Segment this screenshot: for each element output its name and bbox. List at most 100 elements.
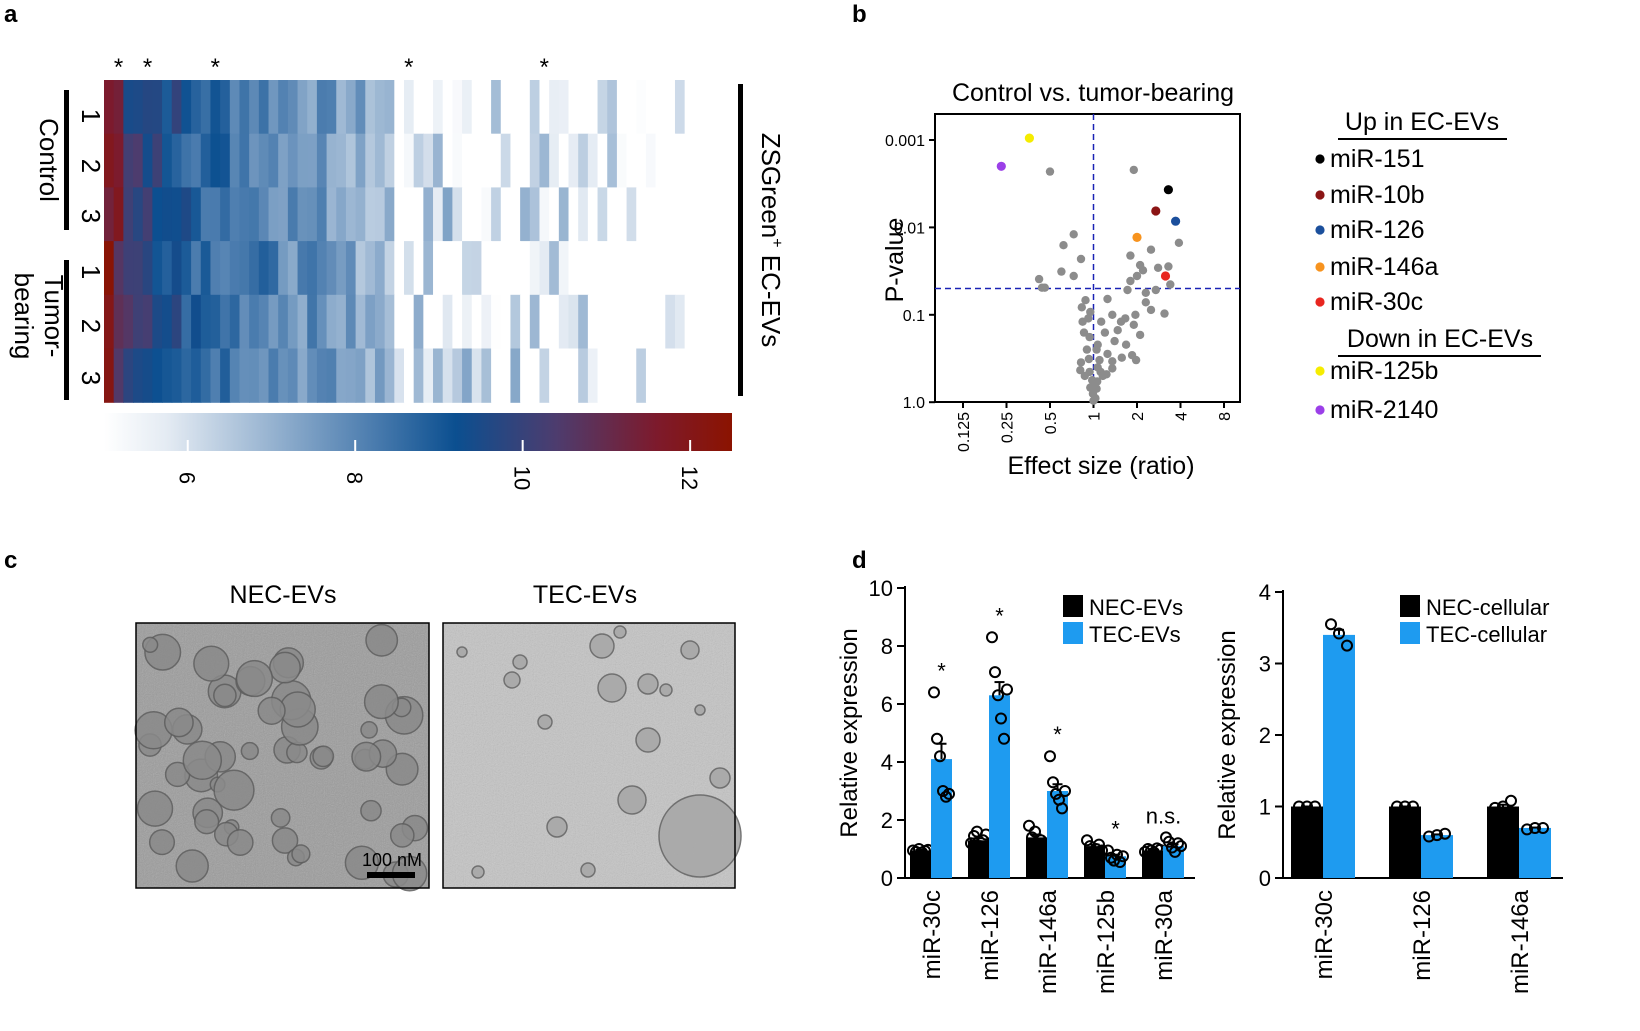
replicate-point xyxy=(1399,800,1411,813)
heatmap-cell xyxy=(142,80,153,135)
volcano-point-highlight xyxy=(1171,216,1181,226)
volcano-point xyxy=(1129,165,1139,175)
heatmap-cell xyxy=(558,133,570,188)
heatmap-cell xyxy=(442,294,453,350)
vesicle xyxy=(351,741,382,772)
group-label-tumor-line2: bearing xyxy=(9,273,39,360)
volcano-point xyxy=(1117,353,1127,362)
heatmap-cell xyxy=(220,294,231,350)
vesicle xyxy=(613,625,627,639)
volcano-point xyxy=(1080,371,1090,381)
heatmap-cell xyxy=(665,348,676,403)
heatmap-cell xyxy=(694,80,705,135)
heatmap-cell xyxy=(404,348,415,403)
heatmap-cell xyxy=(384,294,395,350)
panel-label-a: a xyxy=(4,1,18,28)
heatmap-cell xyxy=(520,187,531,242)
heatmap-cell xyxy=(626,241,637,296)
heatmap-cell xyxy=(433,187,444,242)
heatmap-cell xyxy=(674,80,686,135)
group-label-tumor-line1: Tumor- xyxy=(39,275,69,358)
bar xyxy=(1291,806,1323,878)
heatmap-cell xyxy=(316,133,328,188)
heatmap-cell xyxy=(500,133,512,188)
replicate-point xyxy=(1341,639,1353,652)
heatmap-cell xyxy=(413,133,424,188)
heatmap-cell xyxy=(355,348,366,403)
heatmap-cell xyxy=(510,187,521,242)
bar xyxy=(1323,634,1355,878)
vesicle xyxy=(680,640,700,660)
volcano-title: Control vs. tumor-bearing xyxy=(952,79,1234,107)
heatmap-cell xyxy=(142,348,153,403)
group-label-tumor: Tumor- bearing xyxy=(9,273,69,360)
heatmap-cell xyxy=(181,294,192,350)
y-tick-label: 3 xyxy=(1259,652,1271,677)
heatmap-cell xyxy=(462,80,473,135)
heatmap-cell xyxy=(510,348,521,403)
replicate-point xyxy=(934,750,946,763)
heatmap-cell xyxy=(529,241,541,296)
heatmap-cell xyxy=(345,80,357,135)
heatmap-cell xyxy=(655,348,666,403)
heatmap-cell xyxy=(133,133,144,188)
heatmap-cell xyxy=(394,80,405,135)
replicate-point xyxy=(1423,830,1435,843)
vesicle xyxy=(546,816,568,838)
vesicle xyxy=(709,767,731,789)
heatmap-cell xyxy=(491,187,502,242)
volcano-point xyxy=(1121,340,1131,349)
heatmap-cell xyxy=(297,187,308,242)
heatmap-cell xyxy=(133,348,144,403)
heatmap-cell xyxy=(249,80,260,135)
vesicle xyxy=(257,696,286,725)
vesicle xyxy=(312,745,335,768)
heatmap-cell xyxy=(239,241,250,296)
legend-marker xyxy=(1315,366,1325,376)
heatmap-cell xyxy=(104,241,115,296)
vesicle xyxy=(182,740,223,781)
volcano-x-tick-label: 0.25 xyxy=(1000,412,1017,443)
tumor-group-bar xyxy=(64,260,69,400)
heatmap-cell xyxy=(162,187,173,242)
heatmap-cell xyxy=(307,80,318,135)
heatmap-cell xyxy=(597,241,608,296)
volcano-point xyxy=(1131,310,1140,319)
legend-up-title: Up in EC-EVs xyxy=(1345,108,1499,136)
volcano-point xyxy=(1132,271,1142,281)
heatmap-cell xyxy=(394,241,405,296)
heatmap-cell xyxy=(278,241,289,296)
heatmap-cell xyxy=(626,187,637,242)
legend-marker xyxy=(1315,225,1325,235)
heatmap-cell xyxy=(287,187,299,242)
heatmap-cell xyxy=(481,241,492,296)
vesicle xyxy=(344,845,380,881)
heatmap-cell xyxy=(636,187,647,242)
replicate-point xyxy=(1029,825,1041,838)
legend-down-title: Down in EC-EVs xyxy=(1347,325,1533,353)
heatmap-cell xyxy=(558,294,570,350)
heatmap-cell xyxy=(539,80,550,135)
vesicle xyxy=(512,654,528,670)
bar xyxy=(1389,806,1421,878)
bar xyxy=(1421,835,1453,878)
heatmap-cell xyxy=(587,133,599,188)
heatmap-cell xyxy=(510,241,521,296)
vesicle xyxy=(694,704,706,716)
heatmap-cell xyxy=(665,133,676,188)
vesicle xyxy=(537,714,553,730)
heatmap-cell xyxy=(316,80,328,135)
heatmap-cell xyxy=(442,348,453,403)
vesicle xyxy=(360,799,382,822)
heatmap-star: * xyxy=(540,54,549,81)
heatmap-cell xyxy=(113,294,124,350)
heatmap-cell xyxy=(568,80,579,135)
heatmap-cell xyxy=(655,133,666,188)
heatmap-cell xyxy=(171,241,183,296)
heatmap-cell xyxy=(539,241,550,296)
heatmap-cell xyxy=(491,133,502,188)
vesicle xyxy=(193,645,230,682)
heatmap-cell xyxy=(471,133,483,188)
heatmap-cell xyxy=(152,80,163,135)
vesicle xyxy=(363,684,399,720)
